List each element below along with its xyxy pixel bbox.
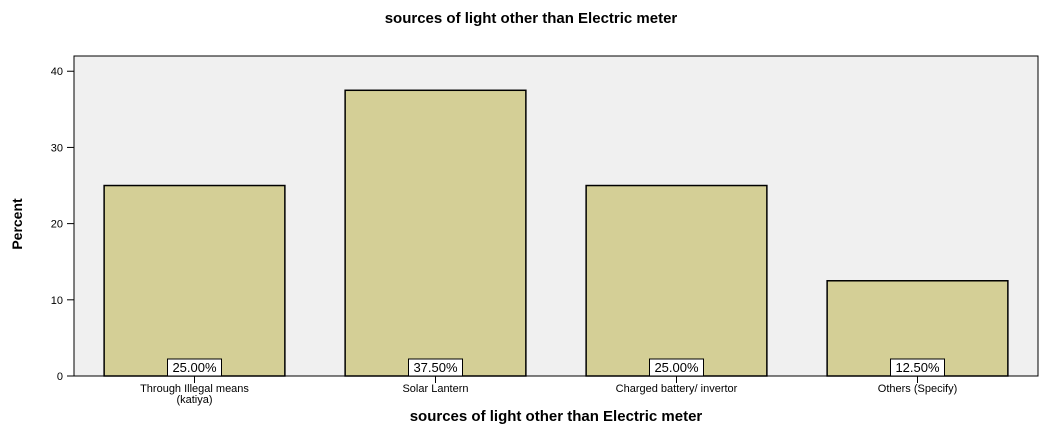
x-axis-label: sources of light other than Electric met… (410, 408, 703, 425)
y-tick-label: 0 (57, 371, 63, 383)
data-labels: 25.00% 37.50% 25.00% 12.50% (167, 358, 945, 377)
y-tick-label: 10 (51, 295, 63, 307)
bar (103, 184, 286, 377)
x-tick-label: Charged battery/ invertor (616, 383, 738, 395)
x-axis: Through Illegal means(katiya) Solar Lante… (140, 376, 957, 406)
x-tick-label: Solar Lantern (402, 383, 468, 395)
chart-title: sources of light other than Electric met… (385, 10, 678, 27)
x-tick-label: Through Illegal means (140, 383, 249, 395)
y-axis-label: Percent (9, 198, 25, 250)
y-axis: 0 10 20 30 40 (51, 56, 75, 383)
y-tick-label: 40 (51, 66, 63, 78)
y-tick-label: 30 (51, 142, 63, 154)
data-label: 25.00% (654, 360, 699, 375)
data-label: 12.50% (895, 360, 940, 375)
x-tick-label: (katiya) (176, 394, 212, 406)
bar (585, 184, 768, 377)
data-label: 25.00% (172, 360, 217, 375)
y-tick-label: 20 (51, 219, 63, 231)
data-label: 37.50% (413, 360, 458, 375)
bars (103, 89, 1009, 377)
x-tick-label: Others (Specify) (878, 383, 957, 395)
bar (344, 89, 527, 377)
